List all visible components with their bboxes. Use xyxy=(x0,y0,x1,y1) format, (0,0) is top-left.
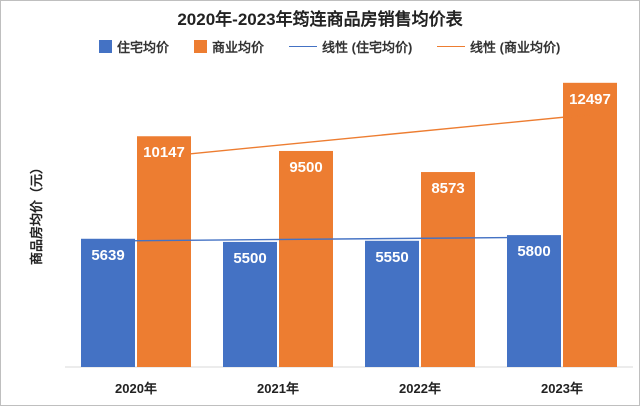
legend-label-trend-commercial: 线性 (商业均价) xyxy=(470,40,561,55)
bar-residential-3 xyxy=(507,235,561,367)
data-label-residential-0: 5639 xyxy=(91,247,124,264)
legend-item-commercial: 商业均价 xyxy=(194,37,264,56)
legend-item-residential: 住宅均价 xyxy=(99,37,169,56)
legend-label-commercial: 商业均价 xyxy=(212,40,265,55)
bar-commercial-0 xyxy=(137,136,191,367)
trendline-residential xyxy=(107,236,535,242)
chart-title: 2020年-2023年筠连商品房销售均价表 xyxy=(177,10,463,29)
data-label-commercial-3: 12497 xyxy=(569,91,611,108)
data-label-residential-1: 5500 xyxy=(233,250,266,267)
legend-label-residential: 住宅均价 xyxy=(117,40,170,55)
legend: 住宅均价 商业均价 线性 (住宅均价) 线性 (商业均价) xyxy=(1,37,639,57)
bar-commercial-2 xyxy=(421,172,475,367)
x-tick-label-3: 2023年 xyxy=(541,381,583,396)
bar-residential-2 xyxy=(365,240,419,367)
legend-swatch-commercial xyxy=(194,40,207,53)
legend-item-trend-residential: 线性 (住宅均价) xyxy=(289,37,412,56)
data-label-commercial-2: 8573 xyxy=(431,180,464,197)
legend-label-trend-residential: 线性 (住宅均价) xyxy=(322,40,413,55)
data-label-commercial-0: 10147 xyxy=(143,144,185,161)
x-tick-label-1: 2021年 xyxy=(257,381,299,396)
bar-commercial-1 xyxy=(279,150,333,367)
legend-item-trend-commercial: 线性 (商业均价) xyxy=(437,37,560,56)
bar-commercial-3 xyxy=(563,82,617,367)
legend-line-trend-residential xyxy=(289,46,317,47)
data-label-residential-2: 5550 xyxy=(375,249,408,266)
trendline-commercial xyxy=(163,113,591,158)
bar-residential-1 xyxy=(223,241,277,367)
legend-line-trend-commercial xyxy=(437,46,465,47)
x-tick-label-2: 2022年 xyxy=(399,381,441,396)
data-label-residential-3: 5800 xyxy=(517,243,550,260)
x-tick-label-0: 2020年 xyxy=(115,381,157,396)
data-label-commercial-1: 9500 xyxy=(289,159,322,176)
legend-swatch-residential xyxy=(99,40,112,53)
y-axis-label: 商品房均价（元） xyxy=(29,161,44,265)
bar-residential-0 xyxy=(81,238,135,367)
